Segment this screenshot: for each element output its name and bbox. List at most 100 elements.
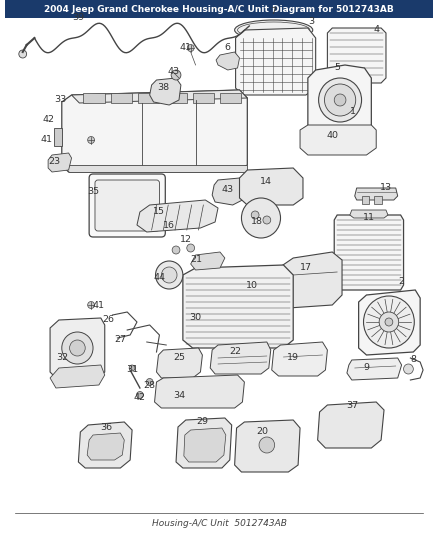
Polygon shape [279,252,342,308]
Circle shape [129,365,135,371]
Text: 16: 16 [163,221,175,230]
Text: 10: 10 [246,280,258,289]
Circle shape [137,392,143,399]
Circle shape [251,211,259,219]
Polygon shape [334,215,403,290]
Text: 36: 36 [101,424,113,432]
Circle shape [364,296,414,348]
Text: 29: 29 [196,417,208,426]
Polygon shape [191,252,225,270]
Polygon shape [300,125,376,155]
Text: 38: 38 [157,84,170,93]
Text: 26: 26 [102,316,115,325]
Polygon shape [184,428,226,462]
Text: 23: 23 [48,157,60,166]
Polygon shape [150,78,181,105]
Text: 25: 25 [173,353,185,362]
Text: 4: 4 [373,26,379,35]
Text: 5: 5 [334,63,340,72]
Bar [54,128,62,146]
Bar [83,93,105,103]
Polygon shape [318,402,384,448]
Text: 15: 15 [152,207,164,216]
Polygon shape [62,90,247,172]
Text: 21: 21 [191,255,202,264]
Polygon shape [50,318,105,378]
Text: 17: 17 [300,263,312,272]
Polygon shape [71,90,247,103]
Circle shape [62,332,93,364]
Bar [138,93,159,103]
Text: 35: 35 [87,188,99,197]
Circle shape [325,84,356,116]
Circle shape [318,78,361,122]
Bar [193,93,214,103]
Text: 41: 41 [40,135,52,144]
Polygon shape [78,422,132,468]
Circle shape [19,50,27,58]
Polygon shape [210,342,271,374]
Circle shape [161,267,177,283]
Circle shape [263,216,271,224]
Ellipse shape [235,20,313,40]
Circle shape [187,244,194,252]
Polygon shape [355,188,398,200]
Polygon shape [48,153,71,172]
Circle shape [379,312,399,332]
Polygon shape [87,433,124,460]
Polygon shape [62,165,247,172]
Polygon shape [347,358,402,380]
Text: 7: 7 [271,7,277,17]
Polygon shape [155,375,244,408]
Polygon shape [183,265,293,348]
Circle shape [146,378,153,385]
Text: 44: 44 [153,273,166,282]
Text: 11: 11 [364,214,375,222]
Polygon shape [137,200,218,232]
Text: Housing-A/C Unit  5012743AB: Housing-A/C Unit 5012743AB [152,519,286,528]
Text: 43: 43 [222,185,234,195]
FancyBboxPatch shape [95,180,159,231]
Text: 42: 42 [42,116,54,125]
Text: 30: 30 [190,313,201,322]
Polygon shape [240,168,303,205]
FancyBboxPatch shape [89,174,165,237]
Polygon shape [327,28,386,83]
Bar [220,93,241,103]
Circle shape [88,136,95,143]
Bar [5,0,433,18]
Text: 41: 41 [180,44,192,52]
Text: 20: 20 [256,427,268,437]
Text: 8: 8 [410,356,417,365]
Bar [254,36,264,44]
Circle shape [155,261,183,289]
Text: 18: 18 [251,217,263,227]
Polygon shape [156,348,202,378]
Text: 2: 2 [399,278,405,287]
Text: 33: 33 [55,95,67,104]
Text: 39: 39 [72,13,85,22]
Circle shape [70,340,85,356]
Polygon shape [308,65,371,132]
Polygon shape [350,210,388,218]
Text: 40: 40 [326,131,338,140]
Bar [361,196,369,204]
Polygon shape [235,420,300,472]
Text: 41: 41 [93,301,105,310]
Circle shape [403,364,413,374]
Circle shape [259,437,275,453]
Text: 27: 27 [114,335,127,344]
Circle shape [172,246,180,254]
Text: 43: 43 [167,68,179,77]
Bar [165,93,187,103]
Text: 6: 6 [225,44,231,52]
Circle shape [88,302,95,309]
Circle shape [241,198,280,238]
Text: 14: 14 [260,177,272,187]
Circle shape [187,44,194,52]
Polygon shape [212,178,244,205]
Polygon shape [359,290,420,355]
Circle shape [334,94,346,106]
Text: 12: 12 [180,236,192,245]
Bar [111,93,132,103]
